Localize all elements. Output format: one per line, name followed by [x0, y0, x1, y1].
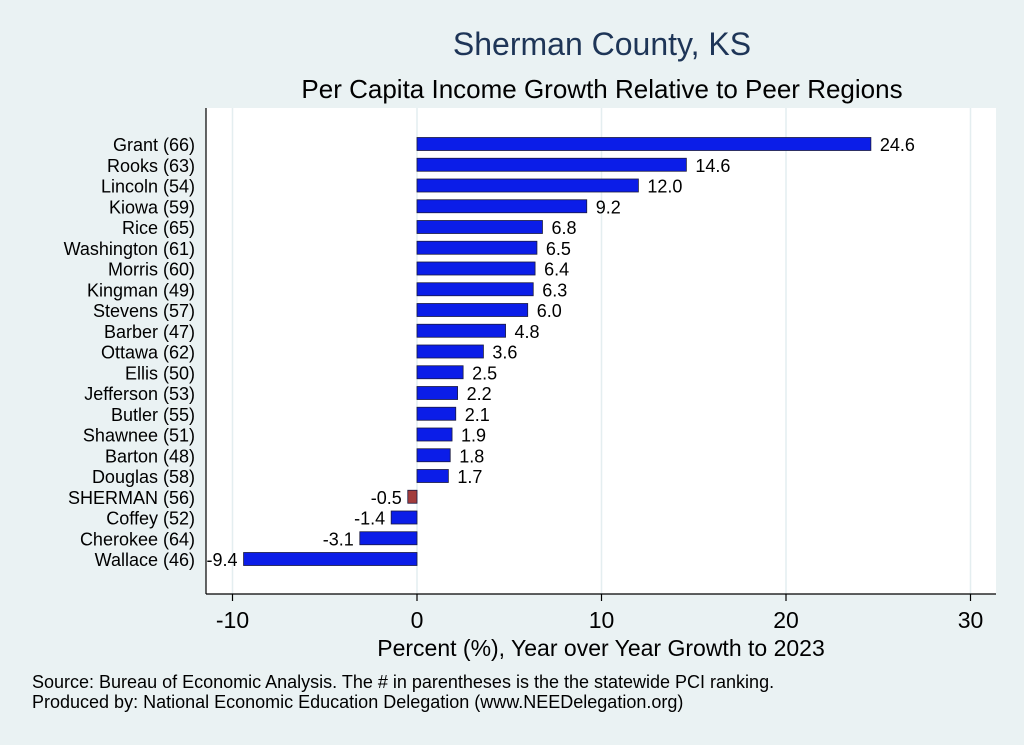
category-label: Ellis (50) — [125, 363, 195, 383]
bar — [416, 386, 458, 400]
bar-value-label: 12.0 — [647, 177, 682, 197]
bar-value-label: 6.4 — [544, 260, 569, 280]
bar — [416, 365, 464, 380]
chart-subtitle: Per Capita Income Growth Relative to Pee… — [301, 74, 903, 104]
chart-title: Sherman County, KS — [452, 26, 752, 62]
bar — [416, 303, 529, 317]
bar — [416, 323, 506, 338]
category-label: Ottawa (62) — [101, 343, 195, 363]
bar-value-label: 6.8 — [551, 218, 576, 238]
x-tick-label: -10 — [216, 607, 249, 633]
bar-value-label: 2.2 — [467, 384, 492, 404]
category-label: Washington (61) — [64, 239, 195, 259]
category-label: Wallace (46) — [95, 550, 195, 570]
bar — [416, 240, 538, 255]
x-tick-label: 30 — [958, 607, 984, 633]
bar-value-label: -0.5 — [371, 488, 402, 508]
bar — [416, 137, 872, 151]
source-note: Source: Bureau of Economic Analysis. The… — [32, 672, 775, 692]
bar-value-label: 24.6 — [880, 135, 915, 155]
category-label: Rice (65) — [122, 218, 195, 238]
bar-value-label: 3.6 — [492, 343, 517, 363]
bar-value-label: 9.2 — [596, 197, 621, 217]
bar — [416, 157, 687, 172]
category-label: Jefferson (53) — [84, 384, 195, 404]
bar-value-label: -3.1 — [323, 529, 354, 549]
bar-value-label: 1.7 — [457, 467, 482, 487]
category-label: Kiowa (59) — [109, 197, 195, 217]
bar — [416, 261, 536, 276]
bar — [416, 469, 449, 483]
category-label: Grant (66) — [113, 135, 195, 155]
bar — [416, 220, 543, 234]
bars: 24.614.612.09.26.86.56.46.36.04.83.62.52… — [207, 135, 915, 570]
bar-value-label: 14.6 — [695, 156, 730, 176]
bar-value-label: 4.8 — [515, 322, 540, 342]
category-label: Douglas (58) — [92, 467, 195, 487]
x-tick-label: 10 — [589, 607, 615, 633]
bar — [416, 199, 588, 214]
bar — [416, 427, 453, 442]
bar-value-label: 2.5 — [472, 363, 497, 383]
bar — [416, 344, 484, 359]
category-label: Rooks (63) — [107, 156, 195, 176]
bar-value-label: -9.4 — [207, 550, 238, 570]
category-label: Coffey (52) — [106, 509, 195, 529]
bar — [416, 448, 451, 463]
bar — [359, 531, 418, 546]
bar — [407, 489, 418, 504]
category-label: Stevens (57) — [93, 301, 195, 321]
category-label: Kingman (49) — [87, 280, 195, 300]
category-label: Shawnee (51) — [83, 426, 195, 446]
bar — [416, 282, 534, 297]
x-tick-label: 0 — [411, 607, 424, 633]
bar-value-label: 6.5 — [546, 239, 571, 259]
bar-value-label: 6.0 — [537, 301, 562, 321]
bar-chart: 24.614.612.09.26.86.56.46.36.04.83.62.52… — [64, 108, 996, 661]
bar-value-label: 2.1 — [465, 405, 490, 425]
bar-value-label: 1.9 — [461, 426, 486, 446]
bar-value-label: 1.8 — [459, 446, 484, 466]
x-axis-ticks: -10 0 10 20 30 — [216, 594, 983, 633]
category-label: Lincoln (54) — [101, 177, 195, 197]
bar — [416, 406, 457, 421]
bar — [243, 552, 418, 566]
bar-value-label: -1.4 — [354, 509, 385, 529]
category-labels: Grant (66)Rooks (63)Lincoln (54)Kiowa (5… — [64, 135, 195, 570]
x-tick-label: 20 — [773, 607, 799, 633]
category-label: Barber (47) — [104, 322, 195, 342]
category-label: Cherokee (64) — [80, 529, 195, 549]
category-label: Butler (55) — [111, 405, 195, 425]
bar — [416, 178, 639, 193]
x-axis-label: Percent (%), Year over Year Growth to 20… — [377, 635, 825, 661]
bar-value-label: 6.3 — [542, 280, 567, 300]
producer-note: Produced by: National Economic Education… — [32, 692, 684, 712]
category-label: Morris (60) — [108, 260, 195, 280]
category-label: SHERMAN (56) — [68, 488, 195, 508]
category-label: Barton (48) — [105, 446, 195, 466]
bar — [390, 510, 418, 525]
